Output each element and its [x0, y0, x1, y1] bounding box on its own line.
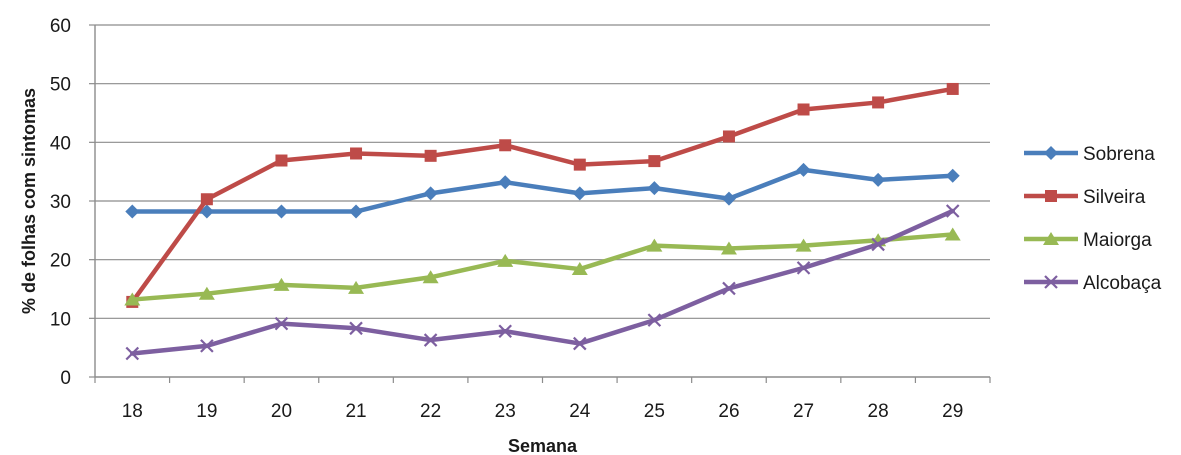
data-point-alcoba-a	[722, 281, 736, 296]
data-point-sobrena	[498, 175, 513, 190]
data-point-maiorga	[422, 270, 439, 284]
x-axis-title: Semana	[508, 436, 578, 455]
legend-marker-alcoba-a	[1044, 275, 1058, 289]
data-point-sobrena	[945, 168, 960, 183]
y-tick-label: 30	[50, 192, 71, 213]
axes	[89, 24, 991, 383]
y-axis-title: % de folhas com sintomas	[19, 88, 39, 314]
data-point-sobrena	[274, 204, 289, 219]
y-tick-label: 0	[60, 368, 71, 389]
data-point-sobrena	[423, 186, 438, 201]
data-point-sobrena	[796, 162, 811, 177]
data-point-silveira	[200, 193, 213, 206]
legend-label-silveira: Silveira	[1083, 187, 1146, 208]
data-point-alcoba-a	[423, 333, 438, 347]
x-tick-label: 26	[718, 401, 739, 422]
data-point-maiorga	[497, 253, 514, 267]
data-point-silveira	[648, 155, 661, 168]
data-point-sobrena	[199, 204, 214, 219]
data-point-alcoba-a	[796, 261, 811, 275]
series-alcoba-a	[125, 204, 960, 361]
data-point-alcoba-a	[274, 316, 289, 331]
data-point-sobrena	[125, 204, 140, 219]
series-maiorga	[124, 227, 961, 306]
x-tick-label: 21	[345, 401, 366, 422]
legend-marker-maiorga	[1043, 232, 1059, 245]
data-point-maiorga	[124, 292, 141, 306]
data-point-maiorga	[646, 238, 663, 252]
series-line-maiorga	[130, 232, 955, 302]
x-tick-label: 28	[868, 401, 889, 422]
data-point-silveira	[424, 149, 437, 162]
legend: Sobrena Silveira Maiorga Alcobaça	[1024, 144, 1162, 294]
legend-item-silveira: Silveira	[1024, 187, 1146, 208]
legend-label-maiorga: Maiorga	[1083, 230, 1152, 251]
x-tick-label: 19	[196, 401, 217, 422]
x-tick-label: 29	[942, 401, 963, 422]
legend-label-alcoba-a: Alcobaça	[1083, 273, 1162, 294]
y-tick-label: 40	[50, 133, 71, 154]
y-tick-label: 50	[50, 75, 71, 96]
data-point-maiorga	[198, 286, 215, 300]
gridlines	[95, 24, 990, 319]
legend-item-alcoba-a: Alcobaça	[1024, 273, 1162, 294]
legend-marker-silveira	[1045, 190, 1057, 202]
data-point-sobrena	[647, 181, 662, 196]
data-point-silveira	[350, 147, 363, 160]
data-point-alcoba-a	[125, 346, 140, 361]
data-point-alcoba-a	[647, 313, 662, 327]
legend-item-sobrena: Sobrena	[1024, 144, 1155, 165]
series-layer	[124, 82, 961, 361]
y-tick-label: 20	[50, 251, 71, 272]
data-point-sobrena	[349, 204, 364, 219]
x-tick-labels: 18 19 20 21 22 23 24 25 26 27 28 29	[122, 401, 964, 422]
y-tick-labels: 0 10 20 30 40 50 60	[50, 16, 71, 389]
data-point-alcoba-a	[945, 204, 960, 218]
data-point-maiorga	[795, 238, 812, 252]
y-tick-label: 10	[50, 309, 71, 330]
x-tick-label: 23	[495, 401, 516, 422]
data-point-alcoba-a	[573, 336, 587, 351]
series-silveira	[126, 82, 959, 308]
data-point-silveira	[797, 103, 810, 116]
data-point-alcoba-a	[349, 321, 363, 336]
data-point-maiorga	[273, 277, 290, 291]
x-tick-label: 22	[420, 401, 441, 422]
legend-item-maiorga: Maiorga	[1024, 230, 1152, 251]
data-point-maiorga	[571, 262, 588, 276]
legend-label-sobrena: Sobrena	[1083, 144, 1155, 165]
data-point-silveira	[872, 96, 885, 109]
data-point-silveira	[499, 139, 512, 152]
data-point-alcoba-a	[200, 339, 214, 353]
x-tick-label: 27	[793, 401, 814, 422]
data-point-maiorga	[720, 241, 737, 255]
data-point-silveira	[722, 130, 735, 143]
data-point-sobrena	[572, 186, 587, 201]
series-sobrena	[125, 162, 960, 219]
data-point-sobrena	[721, 191, 736, 206]
series-line-silveira	[130, 86, 955, 305]
data-point-alcoba-a	[498, 324, 512, 339]
x-tick-label: 18	[122, 401, 143, 422]
x-tick-label: 20	[271, 401, 292, 422]
y-tick-label: 60	[50, 16, 71, 37]
data-point-silveira	[573, 158, 586, 171]
series-line-alcoba-a	[130, 208, 955, 356]
data-point-alcoba-a	[871, 237, 885, 252]
data-point-sobrena	[871, 172, 886, 187]
series-line-sobrena	[130, 167, 955, 214]
data-point-silveira	[275, 154, 288, 167]
legend-marker-sobrena	[1044, 146, 1058, 160]
data-point-silveira	[946, 82, 959, 95]
x-tick-label: 25	[644, 401, 665, 422]
data-point-maiorga	[348, 280, 365, 294]
x-tick-label: 24	[569, 401, 591, 422]
data-point-maiorga	[944, 227, 961, 241]
